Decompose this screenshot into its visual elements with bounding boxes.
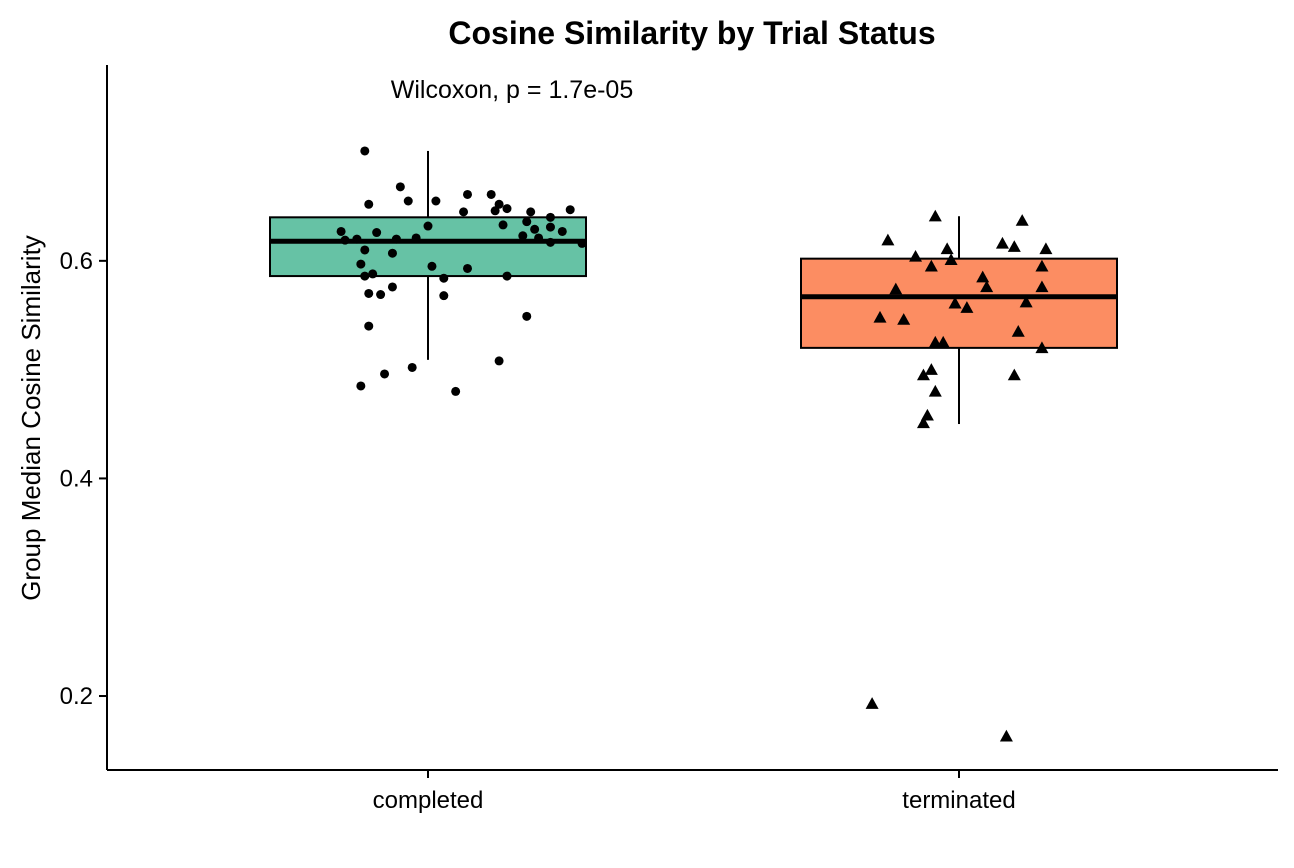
data-point-completed <box>360 245 370 255</box>
data-point-completed <box>391 234 401 244</box>
x-tick-label-completed: completed <box>373 787 484 814</box>
data-point-completed <box>395 182 405 192</box>
data-point-terminated <box>873 310 887 323</box>
x-tick-label-terminated: terminated <box>902 787 1015 814</box>
data-point-completed <box>545 222 555 232</box>
data-point-completed <box>427 261 437 271</box>
y-tick-label: 0.6 <box>60 248 93 275</box>
data-point-terminated <box>928 209 942 222</box>
data-point-completed <box>439 291 449 301</box>
data-point-terminated <box>924 259 938 272</box>
data-point-completed <box>403 196 413 206</box>
data-point-completed <box>498 220 508 230</box>
data-point-completed <box>439 273 449 283</box>
data-point-terminated <box>881 233 895 246</box>
data-point-terminated <box>1035 259 1049 272</box>
data-point-completed <box>360 271 370 281</box>
data-point-completed <box>518 231 528 241</box>
data-point-completed <box>360 146 370 156</box>
data-point-terminated <box>909 249 923 262</box>
data-point-completed <box>502 204 512 214</box>
data-point-completed <box>368 269 378 279</box>
data-point-terminated <box>1007 240 1021 252</box>
data-point-terminated <box>936 335 950 348</box>
data-point-completed <box>411 233 421 243</box>
data-point-terminated <box>916 368 930 381</box>
data-point-completed <box>372 228 382 238</box>
data-point-terminated <box>999 729 1013 742</box>
data-point-terminated <box>1007 368 1021 381</box>
data-point-completed <box>557 226 567 236</box>
data-point-terminated <box>1019 295 1033 308</box>
data-point-completed <box>530 224 540 234</box>
data-point-terminated <box>1039 242 1053 255</box>
data-point-completed <box>522 311 532 321</box>
data-point-terminated <box>960 301 974 313</box>
data-point-terminated <box>916 416 930 429</box>
data-point-completed <box>407 362 417 372</box>
data-point-completed <box>387 282 397 292</box>
data-point-completed <box>336 226 346 236</box>
data-point-completed <box>431 196 441 206</box>
data-point-completed <box>526 207 536 217</box>
data-point-terminated <box>1035 341 1049 354</box>
plot-area: 0.2 0.4 0.6 completed terminated <box>60 65 1278 814</box>
data-point-terminated <box>897 313 911 325</box>
y-axis-label: Group Median Cosine Similarity <box>16 235 46 601</box>
data-point-terminated <box>980 280 994 293</box>
data-point-completed <box>545 237 555 247</box>
data-point-terminated <box>948 296 962 309</box>
data-point-completed <box>356 381 366 391</box>
data-point-completed <box>423 221 433 231</box>
box-terminated <box>800 257 1118 349</box>
data-point-completed <box>490 206 500 216</box>
data-point-completed <box>486 189 496 199</box>
data-point-completed <box>494 199 504 209</box>
data-point-terminated <box>865 697 879 709</box>
data-point-completed <box>451 386 461 396</box>
data-point-terminated <box>1015 214 1029 226</box>
data-point-terminated <box>944 253 958 265</box>
data-point-completed <box>534 233 544 243</box>
data-point-terminated <box>1035 280 1049 293</box>
data-point-completed <box>376 290 386 300</box>
data-point-completed <box>494 356 504 366</box>
data-point-completed <box>340 235 350 245</box>
chart-title: Cosine Similarity by Trial Status <box>448 15 935 51</box>
data-point-completed <box>364 321 374 331</box>
data-point-completed <box>502 271 512 281</box>
data-point-completed <box>364 288 374 298</box>
data-point-completed <box>545 212 555 222</box>
data-point-terminated <box>924 363 938 375</box>
y-tick-label: 0.2 <box>60 683 93 710</box>
data-point-completed <box>459 207 469 217</box>
data-point-completed <box>352 234 362 244</box>
data-point-completed <box>463 263 472 273</box>
data-point-completed <box>380 369 390 379</box>
data-point-terminated <box>920 408 934 421</box>
data-point-completed <box>522 217 532 227</box>
y-tick-label: 0.4 <box>60 465 93 492</box>
data-point-terminated <box>1011 325 1025 337</box>
data-point-completed <box>364 199 374 209</box>
data-point-completed <box>387 248 397 258</box>
data-point-terminated <box>995 236 1009 249</box>
data-point-completed <box>565 205 575 215</box>
wilcoxon-annotation: Wilcoxon, p = 1.7e-05 <box>391 76 634 104</box>
data-point-completed <box>577 238 587 248</box>
data-point-completed <box>463 189 472 199</box>
data-point-terminated <box>889 282 903 295</box>
data-point-terminated <box>940 242 954 255</box>
data-point-completed <box>356 259 366 269</box>
data-point-terminated <box>928 384 942 397</box>
data-point-terminated <box>976 270 990 283</box>
